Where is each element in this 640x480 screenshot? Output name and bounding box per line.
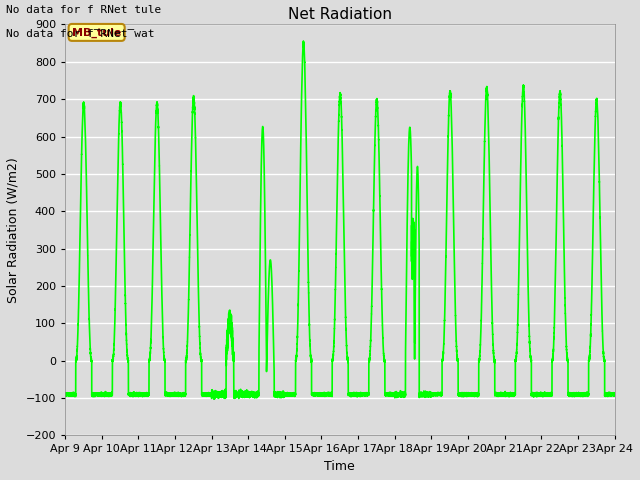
X-axis label: Time: Time [324,460,355,473]
Text: MB_tule: MB_tule [72,27,122,37]
Text: No data for f̅RNet̅wat: No data for f̅RNet̅wat [6,29,155,39]
Y-axis label: Solar Radiation (W/m2): Solar Radiation (W/m2) [7,157,20,303]
Text: No data for f RNet tule: No data for f RNet tule [6,5,162,15]
Title: Net Radiation: Net Radiation [288,7,392,22]
